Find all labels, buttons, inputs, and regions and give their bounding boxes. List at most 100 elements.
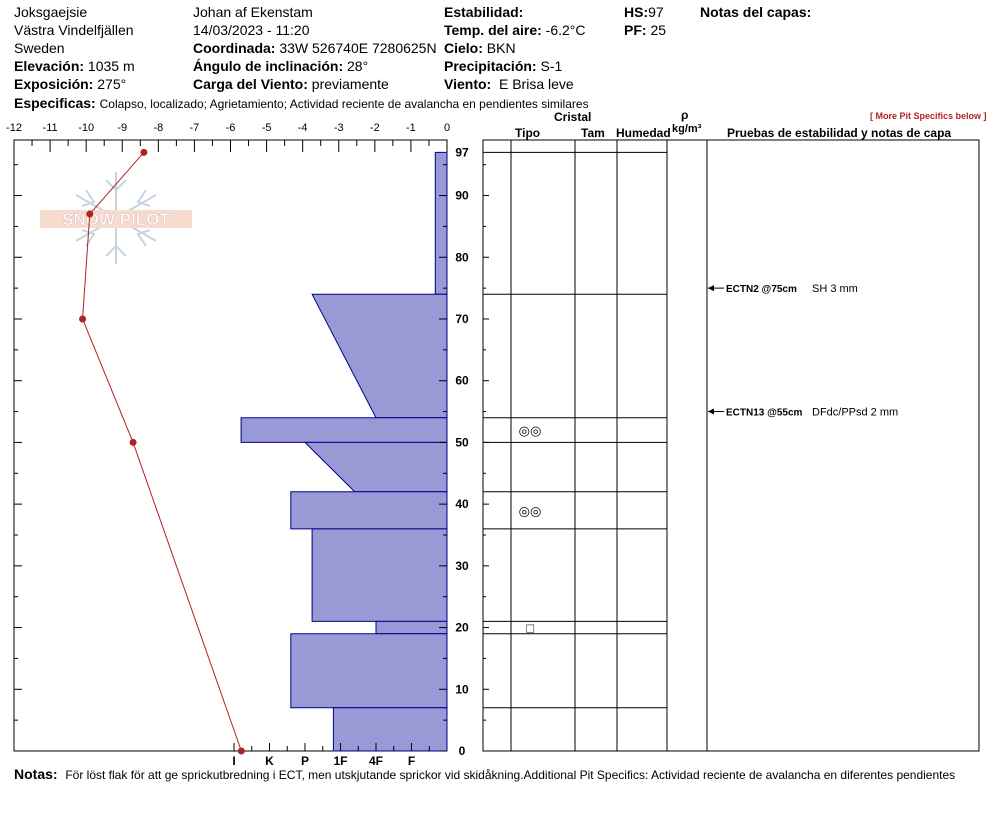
grain-symbol: ◎◎: [519, 503, 542, 518]
wind-load-label: Carga del Viento:: [193, 76, 308, 92]
pf-row: PF: 25: [624, 22, 666, 38]
air-temp-value: -6.2°C: [545, 22, 586, 38]
hardness-bar-5: [311, 528, 448, 622]
hardness-bar-0: [434, 151, 448, 295]
hardness-bar-2: [240, 417, 448, 443]
depth-tick-label: 97: [455, 145, 469, 159]
temp-tick-label: -1: [406, 122, 416, 134]
air-temp-row: Temp. del aire: -6.2°C: [444, 22, 586, 38]
grain-symbols: ◎◎ ◎◎ □: [519, 423, 542, 635]
slope-label: Ángulo de inclinación:: [193, 58, 344, 74]
aspect-label: Exposición:: [14, 76, 94, 92]
pf-value: 25: [650, 22, 667, 38]
specifics-row: Especificas: Colapso, localizado; Agriet…: [14, 95, 589, 111]
layer-boundaries: [483, 151, 667, 709]
footer-notes: Notas: För löst flak för att ge sprickut…: [14, 766, 955, 782]
temp-tick-label: -9: [117, 122, 127, 134]
depth-tick-label: 20: [455, 621, 469, 635]
hardness-bar-1: [311, 293, 448, 419]
test-note: SH 3 mm: [812, 283, 858, 295]
hs-row: HS:97: [624, 4, 664, 20]
density-unit-header: kg/m³: [672, 123, 702, 135]
temp-tick-label: -3: [334, 122, 344, 134]
hardness-tick-label: 1F: [333, 754, 347, 768]
hardness-bars: [240, 151, 448, 752]
temp-tick-label: -12: [6, 122, 22, 134]
temperature-point: [79, 315, 87, 323]
temp-tick-label: -5: [262, 122, 272, 134]
depth-tick-label: 70: [455, 312, 469, 326]
grain-symbol: □: [526, 621, 534, 636]
depth-tick-label: 40: [455, 497, 469, 511]
slope-row: Ángulo de inclinación: 28°: [193, 58, 368, 74]
test-note: DFdc/PPsd 2 mm: [812, 407, 898, 419]
wind-load-value: previamente: [311, 76, 389, 92]
layer-table-frame: [482, 139, 980, 752]
aspect-row: Exposición: 275°: [14, 76, 126, 92]
layer-notes-label: Notas del capas:: [700, 4, 812, 20]
hardness-axis: I K P 1F 4F F: [232, 743, 430, 768]
logo-text: SNOW PILOT: [62, 210, 170, 229]
specifics-value: Colapso, localizado; Agrietamiento; Acti…: [99, 97, 589, 111]
sky-label: Cielo:: [444, 40, 483, 56]
stability-label: Estabilidad:: [444, 4, 524, 20]
sky-value: BKN: [486, 40, 516, 56]
wind-value: E Brisa leve: [498, 76, 574, 92]
test-label: ECTN13 @55cm: [726, 408, 803, 419]
depth-tick-label: 0: [459, 744, 466, 758]
more-pit-specifics-link[interactable]: [ More Pit Specifics below ]: [870, 111, 987, 121]
elevation-label: Elevación:: [14, 58, 85, 74]
hardness-bar-3: [303, 441, 448, 493]
grain-symbol: ◎◎: [519, 423, 542, 438]
elevation-value: 1035 m: [87, 58, 135, 74]
depth-tick-label: 30: [455, 559, 469, 573]
coord-row: Coordinada: 33W 526740E 7280625N: [193, 40, 437, 56]
test-arrow-head: [708, 408, 714, 415]
region: Västra Vindelfjällen: [14, 22, 134, 38]
specifics-label: Especificas:: [14, 95, 96, 111]
wind-load-row: Carga del Viento: previamente: [193, 76, 389, 92]
logo-band: [40, 210, 192, 228]
depth-tick-label: 90: [455, 189, 469, 203]
temp-tick-label: -2: [370, 122, 380, 134]
depth-axis: 0 10 20 30 40 50 60 70 80 90 97: [14, 145, 489, 758]
hs-label: HS:: [624, 4, 649, 20]
temp-tick-label: -6: [226, 122, 236, 134]
location: Joksgaejsie: [14, 4, 88, 20]
hardness-tick-label: 4F: [369, 754, 383, 768]
aspect-value: 275°: [97, 76, 127, 92]
wind-row: Viento: E Brisa leve: [444, 76, 574, 92]
tests-header: Pruebas de estabilidad y notas de capa: [727, 126, 952, 140]
precip-row: Precipitación: S-1: [444, 58, 562, 74]
rho-header: ρ: [681, 108, 689, 122]
depth-tick-label: 50: [455, 435, 469, 449]
temperature-point: [140, 148, 148, 156]
datetime: 14/03/2023 - 11:20: [193, 22, 310, 38]
slope-value: 28°: [347, 58, 369, 74]
temp-tick-label: -4: [298, 122, 308, 134]
hardness-tick-label: P: [301, 754, 309, 768]
temp-tick-label: 0: [444, 122, 450, 134]
snowpilot-logo: SNOW PILOT: [40, 172, 192, 264]
temp-tick-label: -10: [78, 122, 94, 134]
temperature-point: [86, 210, 94, 218]
wind-label: Viento:: [444, 76, 492, 92]
test-arrow-head: [708, 285, 714, 292]
country: Sweden: [14, 40, 65, 56]
temp-tick-label: -8: [153, 122, 163, 134]
hardness-bar-4: [290, 491, 448, 530]
depth-tick-label: 80: [455, 250, 469, 264]
depth-tick-label: 60: [455, 374, 469, 388]
coord-value: 33W 526740E 7280625N: [279, 40, 437, 56]
precip-label: Precipitación:: [444, 58, 537, 74]
depth-tick-label: 10: [455, 682, 469, 696]
hardness-tick-label: I: [232, 754, 235, 768]
moisture-header: Humedad: [616, 126, 671, 140]
temperature-line: [82, 152, 242, 752]
sky-row: Cielo: BKN: [444, 40, 516, 56]
air-temp-label: Temp. del aire:: [444, 22, 542, 38]
elevation-row: Elevación: 1035 m: [14, 58, 135, 74]
observer: Johan af Ekenstam: [193, 4, 313, 20]
pf-label: PF:: [624, 22, 647, 38]
